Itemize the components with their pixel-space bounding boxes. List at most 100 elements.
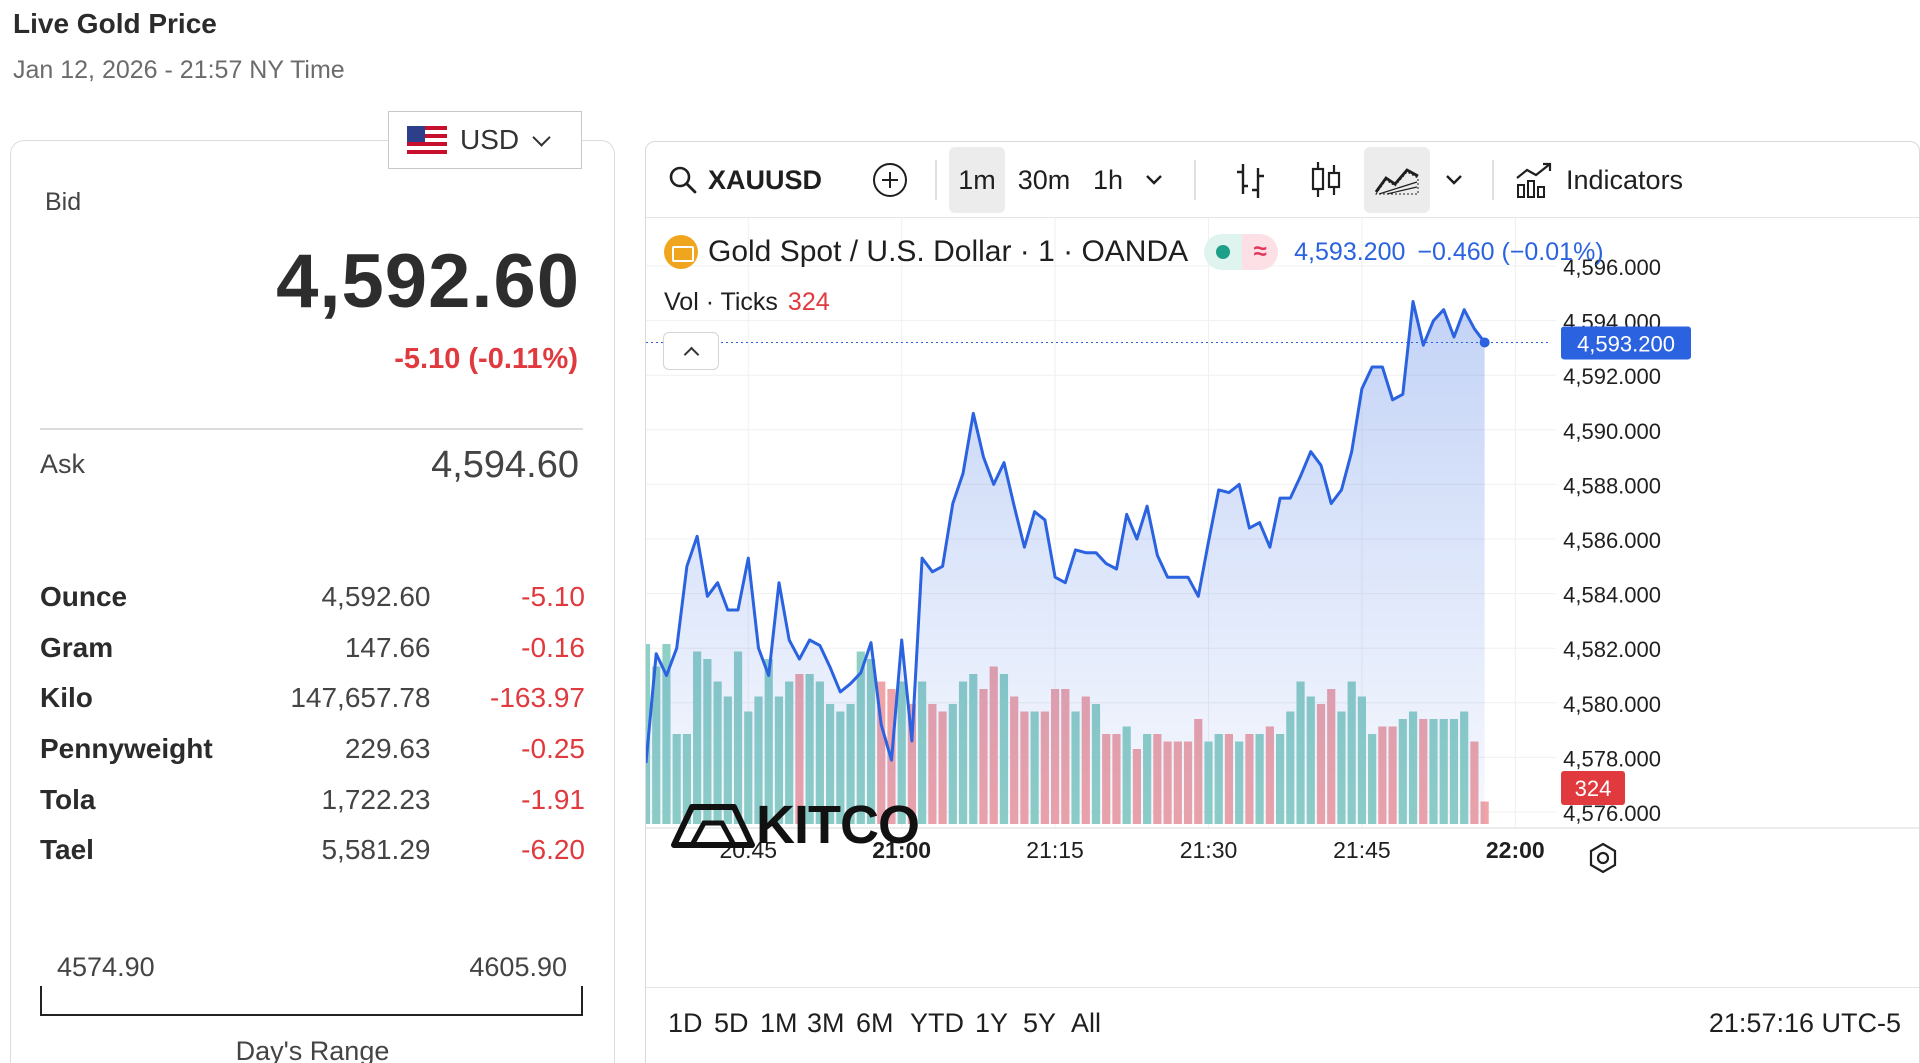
currency-value: USD — [460, 124, 520, 155]
bid-price: 4,592.60 — [276, 239, 580, 324]
unit-name: Tola — [40, 783, 96, 815]
currency-dropdown[interactable]: USD — [388, 111, 582, 169]
unit-price: 5,581.29 — [321, 834, 431, 866]
gold-coin-icon — [664, 235, 698, 269]
volume-bar — [1480, 801, 1489, 824]
candle-chart-type-button[interactable] — [1301, 147, 1351, 213]
y-tick-label: 4,588.000 — [1563, 473, 1661, 498]
bid-label: Bid — [45, 188, 82, 216]
toolbar-divider — [935, 160, 937, 200]
chart-toolbar: XAUUSD 1m 30m 1h Indicators — [646, 142, 1919, 218]
unit-change: -0.16 — [521, 631, 585, 663]
range-1y-button[interactable]: 1Y — [975, 1008, 1009, 1038]
y-tick-label: 4,580.000 — [1563, 692, 1661, 717]
chart-settings-icon[interactable] — [1589, 842, 1617, 874]
table-row: Tael 5,581.29 -6.20 — [40, 825, 585, 876]
ohlc-bars-icon — [1237, 164, 1264, 198]
volume-legend-value: 324 — [787, 288, 830, 316]
compare-symbol-button[interactable] — [864, 147, 916, 213]
range-6m-button[interactable]: 6M — [856, 1008, 894, 1038]
day-range-label: Day's Range — [235, 1036, 390, 1063]
range-5y-button[interactable]: 5Y — [1023, 1008, 1057, 1038]
interval-30m[interactable]: 30m — [1017, 164, 1071, 195]
chart-bottom-bar — [646, 987, 1919, 1063]
legend-change: −0.460 (−0.01%) — [1417, 237, 1604, 266]
table-row: Pennyweight 229.63 -0.25 — [40, 724, 585, 775]
price-area-fill — [646, 301, 1485, 824]
unit-price: 147,657.78 — [290, 682, 431, 714]
toolbar-divider — [1492, 160, 1494, 200]
interval-1m[interactable]: 1m — [949, 147, 1005, 213]
collapse-legend-button[interactable] — [663, 332, 719, 370]
indicators-icon — [1516, 162, 1552, 198]
unit-name: Ounce — [40, 581, 128, 613]
interval-more-button[interactable] — [1136, 147, 1172, 213]
kitco-logo-icon — [671, 804, 755, 848]
indicators-button[interactable]: Indicators — [1508, 147, 1708, 213]
y-tick-label: 4,586.000 — [1563, 528, 1661, 553]
unit-change: -5.10 — [521, 581, 585, 613]
x-tick-label: 21:45 — [1333, 837, 1391, 863]
unit-change: -6.20 — [521, 834, 585, 866]
range-5d-button[interactable]: 5D — [714, 1008, 749, 1038]
unit-name: Gram — [40, 631, 114, 663]
unit-change: -0.25 — [521, 733, 585, 765]
volume-tag-label: 324 — [1575, 776, 1612, 801]
bar-chart-type-button[interactable] — [1226, 147, 1276, 213]
area-chart-icon — [1374, 168, 1419, 195]
table-row: Ounce 4,592.60 -5.10 — [40, 572, 585, 623]
price-chart[interactable]: 4,596.0004,594.0004,592.0004,590.0004,58… — [646, 218, 1920, 988]
page-title: Live Gold Price — [13, 8, 217, 39]
y-tick-label: 4,584.000 — [1563, 583, 1661, 608]
x-tick-label: 22:00 — [1486, 837, 1545, 863]
range-ytd-button[interactable]: YTD — [910, 1008, 964, 1038]
unit-name: Kilo — [40, 682, 93, 714]
unit-change: -163.97 — [490, 682, 585, 714]
range-3m-button[interactable]: 3M — [807, 1008, 845, 1038]
x-tick-label: 21:30 — [1180, 837, 1238, 863]
unit-price: 1,722.23 — [321, 783, 431, 815]
chevron-up-icon — [683, 346, 699, 362]
unit-name: Pennyweight — [40, 733, 213, 765]
market-status-badge[interactable]: ≈ — [1204, 234, 1279, 270]
symbol-label: XAUUSD — [707, 164, 822, 195]
price-card — [10, 140, 615, 1063]
divider — [40, 428, 583, 430]
volume-legend: Vol · Ticks 324 — [664, 288, 830, 317]
us-flag-icon — [407, 126, 447, 154]
y-tick-label: 4,578.000 — [1563, 746, 1661, 771]
table-row: Tola 1,722.23 -1.91 — [40, 774, 585, 825]
y-tick-label: 4,590.000 — [1563, 419, 1661, 444]
gear-center — [1596, 851, 1610, 865]
unit-price: 147.66 — [344, 631, 431, 663]
area-chart-type-button[interactable] — [1364, 147, 1430, 213]
table-row: Kilo 147,657.78 -163.97 — [40, 673, 585, 724]
day-range-high: 4605.90 — [469, 952, 567, 982]
unit-name: Tael — [40, 834, 94, 866]
y-tick-label: 4,582.000 — [1563, 637, 1661, 662]
chevron-down-icon — [532, 127, 551, 147]
ask-label: Ask — [40, 449, 86, 479]
unit-price: 229.63 — [344, 733, 431, 765]
candlestick-icon — [1311, 162, 1341, 197]
chart-axes: 4,596.0004,594.0004,592.0004,590.0004,58… — [646, 255, 1919, 874]
day-range-low: 4574.90 — [57, 952, 155, 982]
unit-change: -1.91 — [521, 783, 585, 815]
y-tick-label: 4,576.000 — [1563, 801, 1661, 826]
symbol-search-button[interactable]: XAUUSD — [662, 147, 822, 213]
range-1d-button[interactable]: 1D — [668, 1008, 703, 1038]
market-open-icon — [1204, 234, 1243, 270]
chart-type-more-button[interactable] — [1436, 147, 1472, 213]
chart-clock: 21:57:16 UTC-5 — [1708, 1008, 1901, 1038]
bid-change: -5.10 (-0.11%) — [394, 343, 578, 375]
chart-legend: Gold Spot / U.S. Dollar · 1 · OANDA ≈ 4,… — [664, 234, 1604, 270]
price-tag — [1561, 326, 1691, 360]
kitco-logo-text: KITCO — [756, 795, 920, 855]
chart-widget: XAUUSD 1m 30m 1h Indicators — [645, 141, 1920, 1063]
volume-tag — [1561, 771, 1625, 805]
legend-title: Gold Spot / U.S. Dollar · 1 · OANDA — [708, 235, 1189, 268]
interval-1h[interactable]: 1h — [1092, 164, 1124, 195]
legend-price: 4,593.200 — [1294, 237, 1406, 266]
range-1m-button[interactable]: 1M — [760, 1008, 798, 1038]
range-all-button[interactable]: All — [1071, 1008, 1102, 1038]
